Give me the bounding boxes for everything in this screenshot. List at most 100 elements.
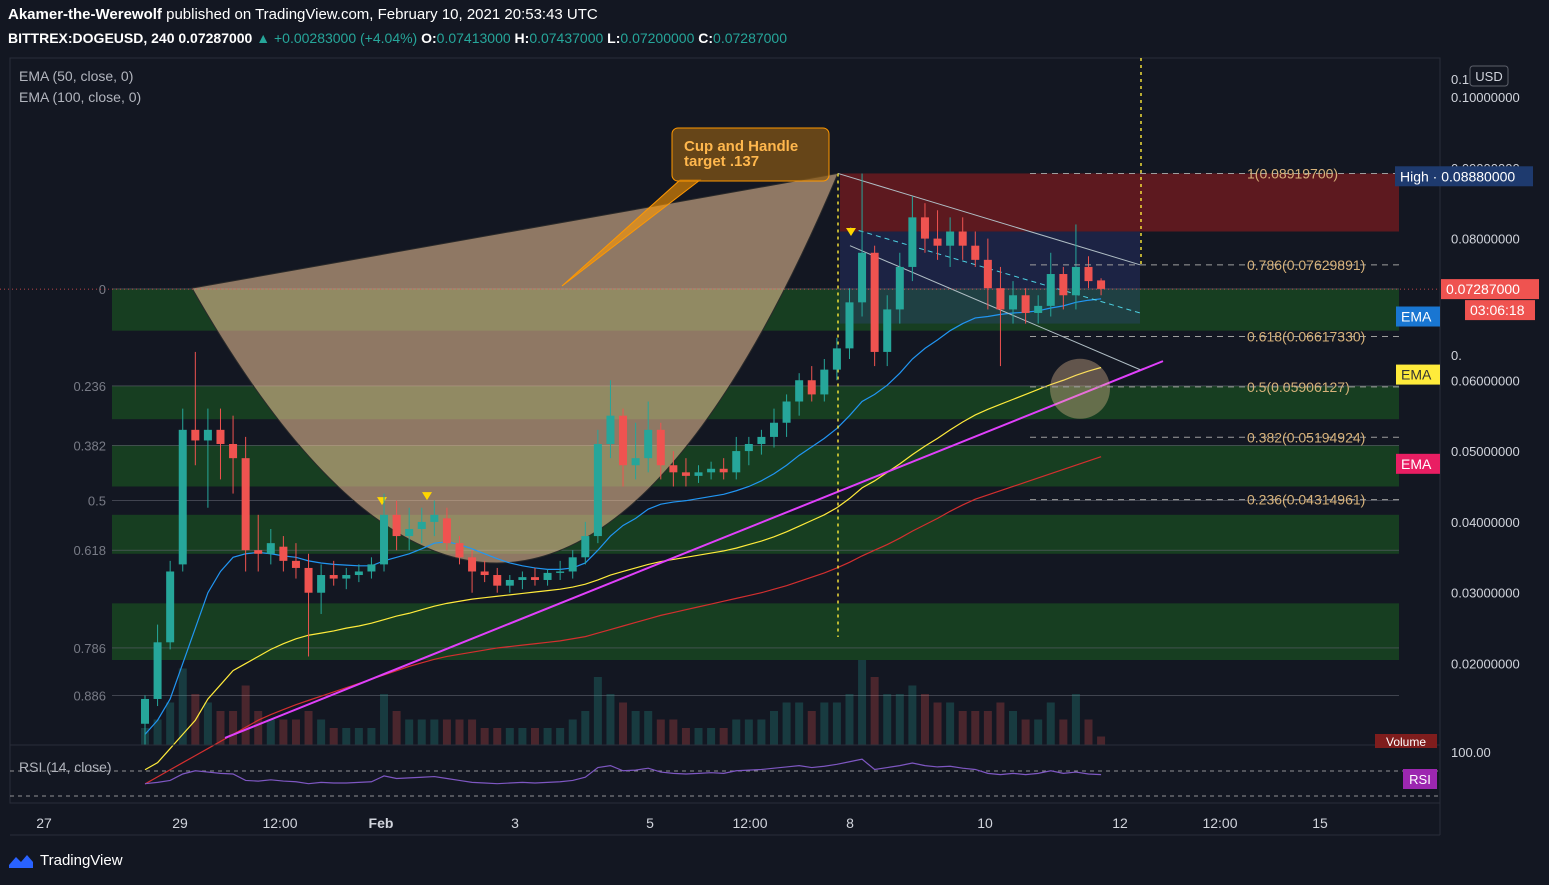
volume-bar (367, 728, 376, 745)
volume-bar (845, 694, 854, 745)
volume-bar (707, 728, 716, 745)
ema50-legend[interactable]: EMA (50, close, 0) (19, 68, 134, 84)
candle-body (1071, 266, 1080, 296)
time-tick: 29 (172, 815, 188, 831)
ema100-legend[interactable]: EMA (100, close, 0) (19, 89, 142, 105)
volume-bar (317, 719, 326, 745)
brand-name: TradingView (40, 851, 123, 869)
triangle-up-icon: ▲ (256, 30, 271, 46)
volume-bar (971, 711, 980, 745)
candle-body (279, 546, 288, 561)
volume-bar (1009, 711, 1018, 745)
candle-body (1034, 305, 1043, 313)
candle-body (291, 560, 300, 568)
volume-bar (593, 677, 602, 745)
last-price-tag: 0.07287000 (1446, 281, 1520, 297)
volume-bar (757, 719, 766, 745)
price-tick: 0.08000000 (1451, 232, 1520, 247)
candle-body (593, 443, 602, 537)
volume-bar (279, 719, 288, 745)
time-tick: 27 (36, 815, 52, 831)
candle-body (166, 571, 175, 643)
volume-bar (770, 711, 778, 745)
volume-bars (141, 660, 1106, 745)
volume-tag: Volume (1386, 735, 1426, 749)
candle-body (430, 514, 439, 522)
volume-bar (870, 677, 879, 745)
volume-tag-box (1375, 734, 1437, 748)
fib-level-label: 0.382(0.05194924) (1247, 429, 1365, 445)
cup-and-handle-drawing (191, 172, 839, 564)
high-label: H: (514, 30, 530, 46)
candle-body (480, 571, 489, 576)
tradingview-brand[interactable]: TradingView (8, 851, 123, 869)
time-tick: 12:00 (262, 815, 297, 831)
volume-bar (694, 728, 703, 745)
candle-body (317, 575, 326, 593)
volume-bar (656, 719, 665, 745)
candle-body (505, 579, 514, 586)
ema-lines (144, 298, 1102, 785)
fib-left-label: 0 (99, 282, 106, 297)
price-tick: 0.02000000 (1451, 657, 1520, 672)
volume-bar (619, 702, 628, 745)
fib-level-label: 0.236(0.04314961) (1247, 492, 1365, 508)
volume-bar (241, 685, 250, 745)
high-tag-box (1395, 166, 1533, 187)
target-circle (1050, 358, 1110, 419)
candle-body (996, 288, 1005, 310)
author-name[interactable]: Akamer-the-Werewolf (8, 6, 162, 23)
fib-left-label: 0.618 (73, 543, 106, 558)
candle-body (342, 575, 351, 579)
candle-body (568, 557, 577, 572)
price-tick: 0.10000000 (1451, 90, 1520, 105)
volume-bar (681, 728, 690, 745)
price-axis[interactable]: 0.100000000.090000000.080000000.06000000… (1395, 58, 1539, 835)
ema-yellow-tag: EMA (1401, 367, 1432, 383)
last-price: 0.07287000 (178, 30, 253, 46)
symbol-label[interactable]: BITTREX:DOGEUSD, 240 (8, 30, 175, 46)
candle-body (858, 252, 867, 303)
price-tick: 0.03000000 (1451, 586, 1520, 601)
low-value: 0.07200000 (620, 30, 695, 46)
price-tick: 0.06000000 (1451, 373, 1520, 388)
ema-yellow-tag-box (1396, 364, 1440, 385)
volume-bar (304, 711, 313, 745)
candle-body (757, 436, 766, 444)
candle-body (581, 536, 590, 558)
candle-body (644, 429, 653, 459)
rsi-legend[interactable]: RSI (14, close) (19, 759, 112, 775)
ema-red-tag-box (1396, 453, 1440, 474)
volume-bar (254, 711, 263, 745)
volume-bar (883, 694, 892, 745)
countdown-tag-box (1465, 300, 1535, 321)
volume-bar (291, 719, 300, 745)
candlesticks (141, 173, 1106, 745)
volume-bar (493, 728, 502, 745)
candle-body (895, 266, 904, 310)
volume-bar (820, 702, 829, 745)
channel-lower (849, 245, 1141, 371)
volume-bar (644, 711, 653, 745)
candle-body (719, 468, 728, 473)
candle-body (946, 231, 955, 246)
candle-body (631, 458, 640, 466)
time-tick: 5 (646, 815, 654, 831)
high-tag: High · 0.08880000 (1400, 168, 1515, 184)
candle-body (707, 468, 716, 473)
candle-body (229, 443, 238, 459)
volume-bar (958, 711, 967, 745)
time-axis[interactable]: 27 29 12:00 Feb 3 5 12:00 8 10 12 12:00 15 (10, 815, 1440, 836)
candle-body (983, 259, 992, 289)
fib-level-label: 1(0.08919700) (1247, 165, 1338, 181)
volume-bar (442, 719, 451, 745)
candle-body (518, 577, 527, 580)
signal-down-icon (846, 227, 856, 236)
ema-blue-line (144, 298, 1102, 735)
volume-bar (606, 694, 615, 745)
open-label: O: (421, 30, 437, 46)
candle-body (681, 472, 690, 476)
volume-bar (858, 660, 867, 745)
